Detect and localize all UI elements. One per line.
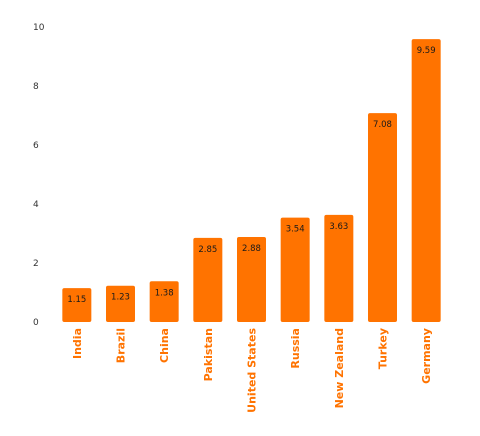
x-tick-label: India	[71, 328, 84, 359]
bar[interactable]	[324, 214, 354, 322]
bar-value-label: 9.59	[417, 46, 436, 56]
bar[interactable]	[411, 39, 441, 322]
x-tick-label: Germany	[420, 328, 433, 384]
bar-value-label: 1.15	[67, 295, 86, 305]
bar-value-label: 1.23	[111, 293, 130, 303]
y-tick-label: 0	[33, 318, 39, 328]
bar[interactable]	[368, 113, 397, 322]
bar[interactable]	[149, 281, 179, 322]
x-tick-label: Pakistan	[202, 328, 215, 381]
bar[interactable]	[237, 237, 266, 322]
bar[interactable]	[106, 285, 135, 322]
x-tick-label: Russia	[289, 328, 302, 369]
y-axis: 0 2 4 6 8 10	[33, 23, 45, 328]
y-tick-label: 10	[33, 23, 45, 33]
x-tick-label: Brazil	[115, 328, 128, 363]
y-tick-label: 2	[33, 259, 39, 269]
bar-value-label: 1.38	[155, 288, 174, 298]
x-tick-label: New Zealand	[333, 328, 346, 408]
bar-value-label: 3.63	[329, 222, 348, 232]
bar-value-label: 2.88	[242, 244, 261, 254]
bar-value-label: 7.08	[373, 120, 392, 130]
bar[interactable]	[280, 217, 310, 322]
x-axis: India Brazil China Pakistan United States Rus…	[71, 328, 433, 413]
y-tick-label: 6	[33, 141, 39, 151]
bar-value-label: 2.85	[198, 245, 217, 255]
x-tick-label: China	[158, 328, 171, 363]
bars: 1.15 1.23 1.38 2.85 2.88 3.54 3.63 7.08 9.59	[62, 39, 441, 322]
y-tick-label: 4	[33, 200, 39, 210]
bar-value-label: 3.54	[286, 225, 305, 235]
bar[interactable]	[193, 237, 223, 322]
y-tick-label: 8	[33, 82, 39, 92]
x-tick-label: Turkey	[377, 328, 390, 369]
bar[interactable]	[62, 288, 92, 322]
x-tick-label: United States	[246, 328, 259, 413]
